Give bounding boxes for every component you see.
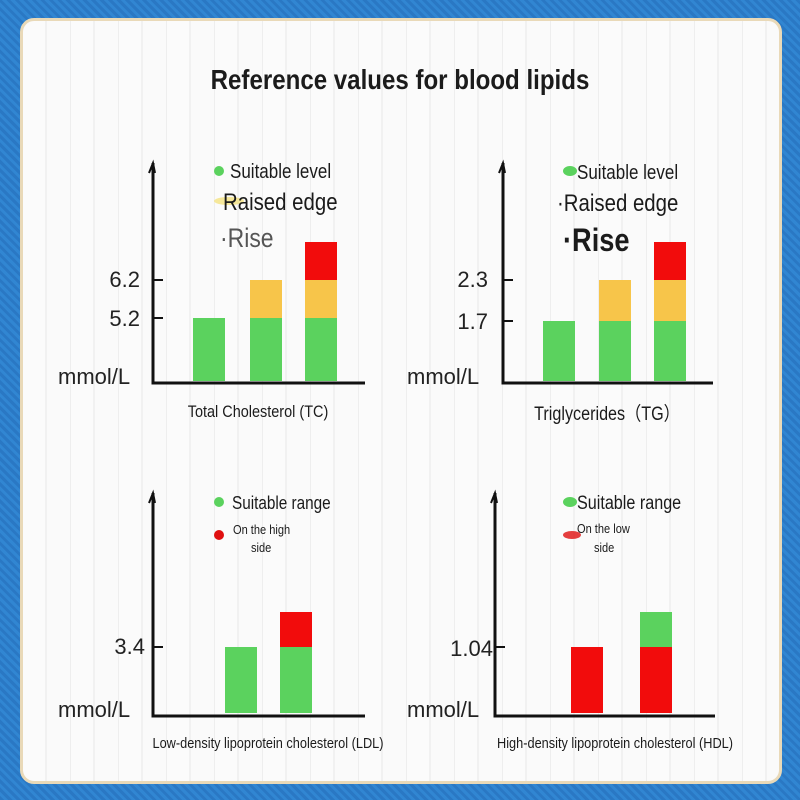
legend-rise: ·Rise [563,222,630,258]
bar-segment-green [193,318,225,381]
legend-dot-green [563,166,577,176]
legend-suitable: Suitable range [232,493,331,513]
axes [493,493,715,718]
y-tick: 6.2 [109,267,140,292]
legend-suitable: Suitable level [577,162,679,184]
x-label: Triglycerides（TG） [534,404,680,425]
y-tick: 1.7 [457,309,488,334]
bar-segment-red [571,647,603,713]
legend-raised: ·Raised edge [557,190,679,217]
bar-segment-red [654,242,686,280]
bar-segment-green [654,321,686,381]
legend-dot-yellow [214,197,244,205]
bar-segment-yellow [599,280,631,321]
y-unit: mmol/L [58,697,131,722]
y-axis-arrow [148,159,156,174]
bar-segment-yellow [654,280,686,321]
bar-segment-red [640,647,672,713]
bar-segment-yellow [250,280,282,318]
legend-dot-red [214,530,224,540]
y-tick: 2.3 [457,267,488,292]
axes [501,163,713,385]
axes [151,493,365,718]
y-tick: 3.4 [114,634,145,659]
y-tick: 1.04 [450,636,493,661]
legend-high-1: On the high [233,522,291,537]
legend-dot-red [563,531,581,539]
legend-high-2: side [251,540,272,555]
x-label: High-density lipoprotein cholesterol (HD… [497,735,733,752]
x-label: Low-density lipoprotein cholesterol (LDL… [152,735,384,752]
bar-segment-green [599,321,631,381]
legend-rise: ·Rise [220,223,274,253]
y-axis-arrow [148,489,156,504]
legend-low-2: side [594,540,615,555]
bar-segment-green [250,318,282,381]
legend-dot-green [563,497,577,507]
bar-segment-green [225,647,257,713]
legend-raised: Raised edge [223,189,338,216]
y-unit: mmol/L [407,697,480,722]
y-unit: mmol/L [58,364,131,389]
bar-segment-yellow [305,280,337,318]
y-tick: 5.2 [109,306,140,331]
y-axis-arrow [498,159,506,174]
legend-low-1: On the low [577,521,630,536]
legend-dot-green [214,166,224,176]
bar-segment-green [280,647,312,713]
y-axis-arrow [490,489,498,504]
legend-dot-green [214,497,224,507]
bar-segment-green [543,321,575,381]
bar-segment-red [280,612,312,647]
axes [151,163,365,385]
bar-segment-green [305,318,337,381]
y-unit: mmol/L [407,364,480,389]
bar-segment-red [305,242,337,280]
page-title: Reference values for blood lipids [210,64,590,95]
bar-segment-green [640,612,672,647]
legend-suitable: Suitable level [230,161,332,183]
x-label: Total Cholesterol (TC) [187,402,329,421]
legend-suitable: Suitable range [577,493,682,514]
